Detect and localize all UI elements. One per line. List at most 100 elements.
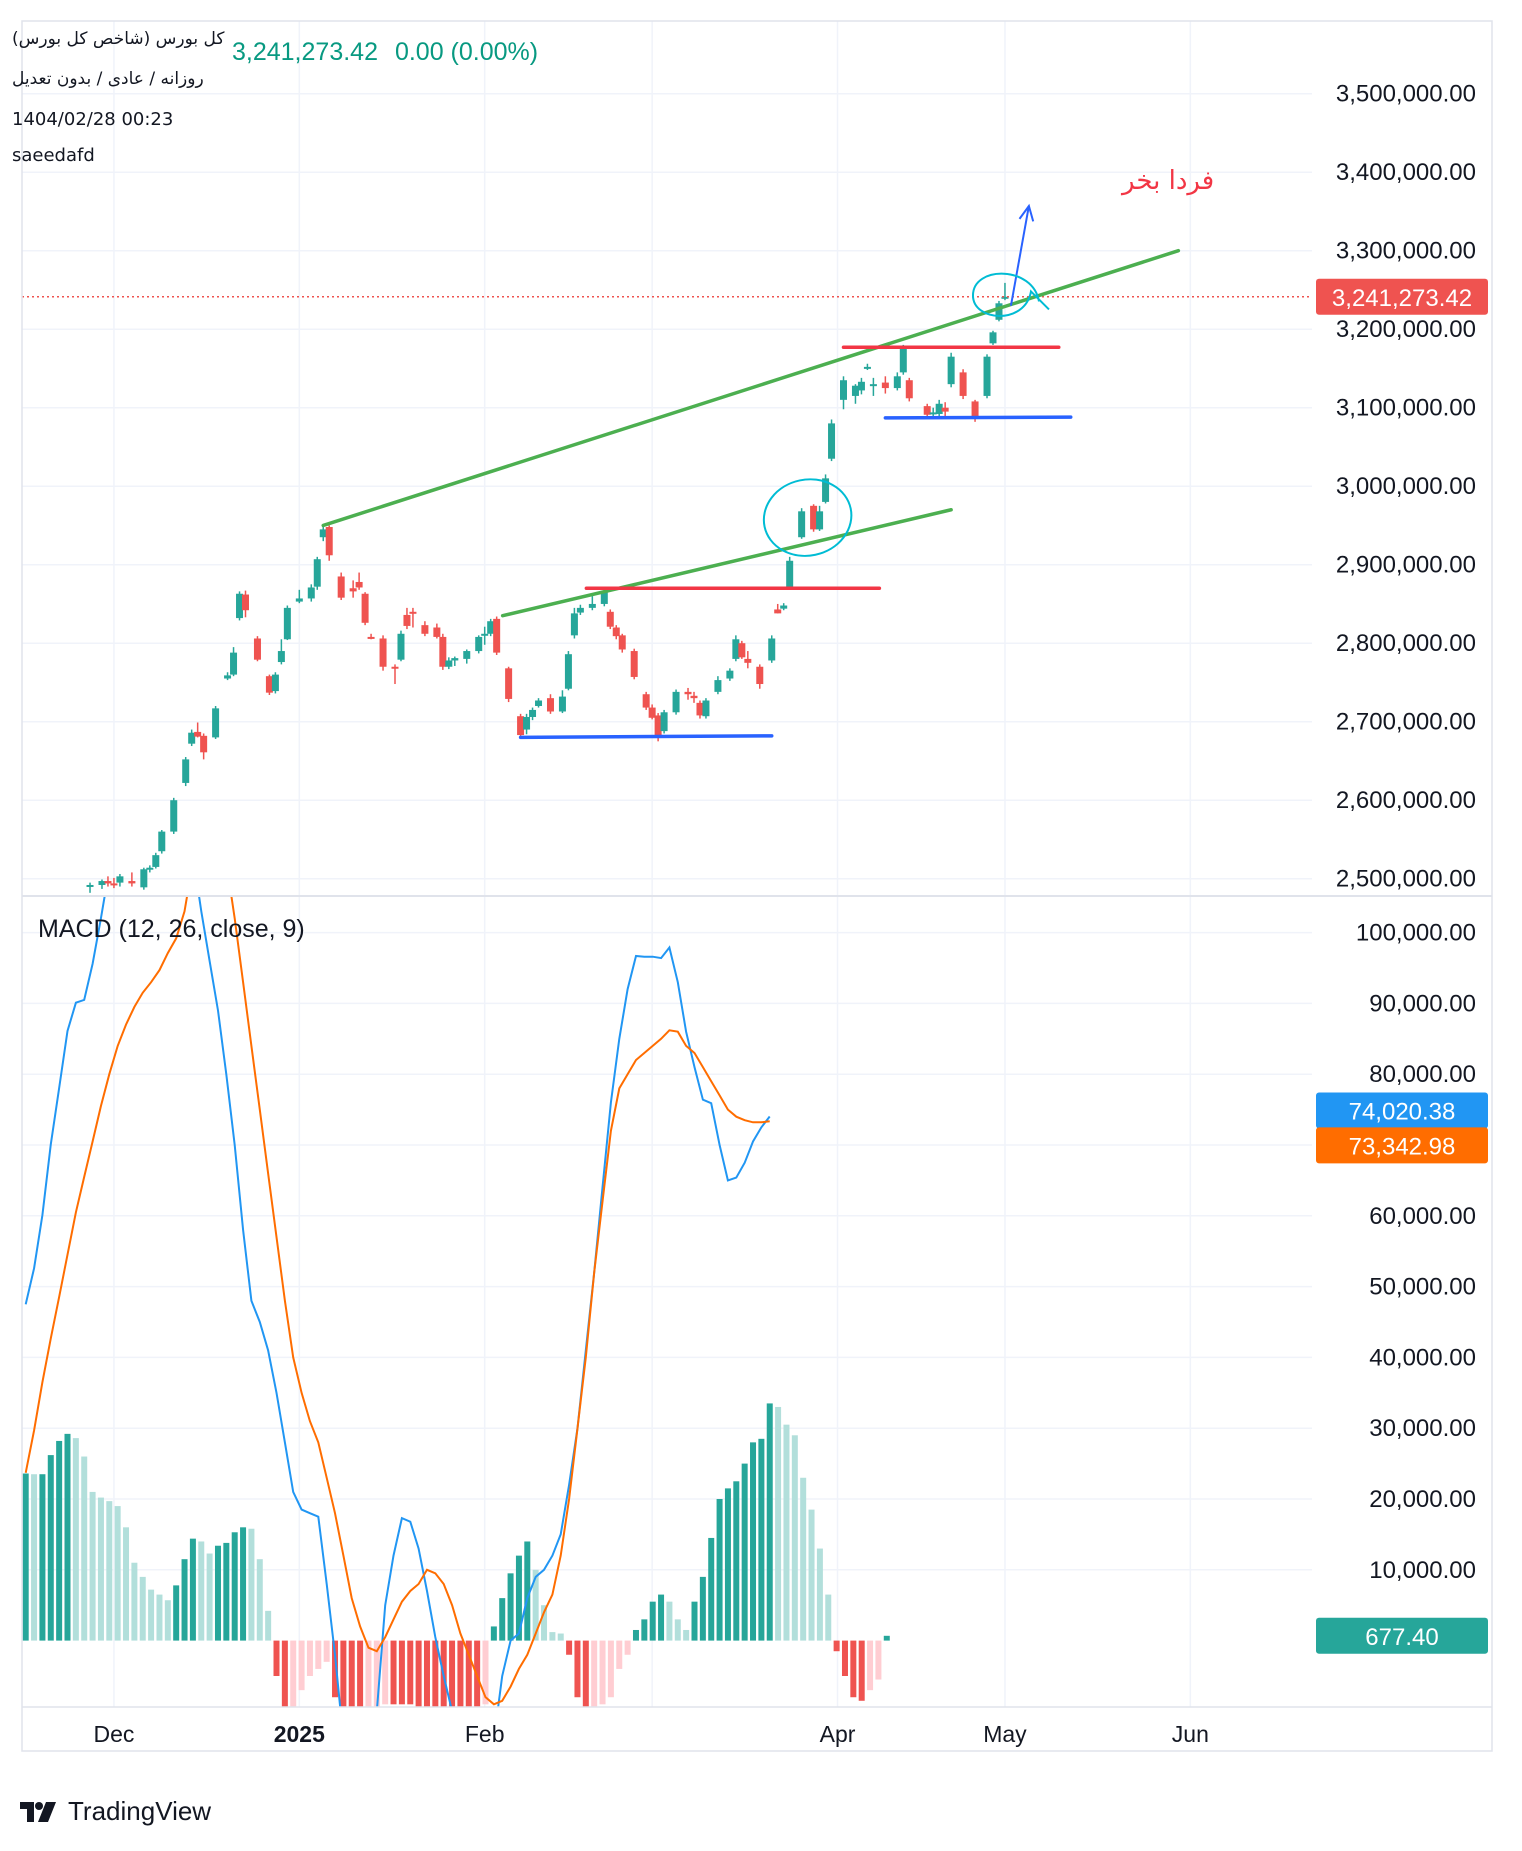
candle-body — [600, 591, 608, 604]
candle-body — [828, 423, 836, 459]
annotation-text[interactable]: فردا بخر — [1122, 166, 1215, 196]
histogram-bar — [206, 1553, 213, 1641]
candle-body — [421, 625, 429, 634]
histogram-bar — [699, 1576, 706, 1641]
candle-body — [170, 800, 178, 832]
support-line — [883, 415, 1073, 420]
histogram-bar — [708, 1537, 715, 1641]
candle-body — [690, 695, 698, 699]
candle-body — [983, 356, 991, 396]
tradingview-brand[interactable]: TradingView — [20, 1796, 211, 1827]
candle-body — [995, 303, 1003, 320]
signal-value-badge: 73,342.98 — [1316, 1127, 1488, 1164]
histogram-bar — [541, 1605, 548, 1641]
macd-tick-label: 60,000.00 — [1369, 1203, 1476, 1230]
candle-body — [253, 638, 261, 660]
time-tick-label: 2025 — [274, 1721, 325, 1747]
histogram-bar — [616, 1640, 623, 1669]
histogram-bar — [775, 1406, 782, 1641]
histogram-bar — [867, 1640, 874, 1691]
arrow-head — [1018, 203, 1035, 222]
candle-body — [648, 707, 656, 718]
histogram-bar — [81, 1456, 88, 1641]
time-axis[interactable]: Dec 2025 Feb Apr May Jun — [93, 1721, 1208, 1747]
histogram-bar — [223, 1542, 230, 1641]
candle-body — [242, 594, 249, 611]
candle-body — [140, 869, 148, 888]
candle-body — [230, 652, 238, 675]
last-price-readout: 3,241,273.42 — [232, 38, 378, 66]
histogram-bar — [357, 1640, 364, 1707]
histogram-bar — [131, 1562, 138, 1641]
candle-body — [576, 607, 584, 613]
histogram-bar — [549, 1632, 556, 1641]
histogram-bar — [816, 1548, 823, 1641]
histogram-bar — [841, 1640, 848, 1676]
candle-body — [517, 716, 525, 736]
histogram-bar — [808, 1509, 815, 1641]
trendline — [500, 508, 953, 618]
candle-body — [810, 505, 818, 530]
candle-body — [349, 588, 357, 592]
histogram-bar — [641, 1619, 648, 1641]
price-readout: 3,241,273.42 0.00 (0.00%) — [232, 38, 538, 67]
candle-body — [152, 855, 160, 867]
histogram-bar — [156, 1594, 163, 1641]
macd-lines — [24, 897, 771, 1707]
histogram-bar — [783, 1424, 790, 1641]
candle-body — [714, 680, 722, 692]
histogram-bar — [256, 1559, 263, 1641]
candle-body — [959, 372, 967, 396]
author-name: saeedafd — [12, 145, 95, 166]
candle-body — [863, 366, 871, 369]
chart-subtitle: روزانه / عادی / بدون تعدیل — [12, 69, 204, 89]
candle-body — [319, 529, 327, 538]
histogram-bar — [365, 1640, 372, 1707]
time-tick-label: Feb — [465, 1721, 505, 1747]
histogram-bar — [758, 1438, 765, 1641]
candle-body — [361, 593, 369, 623]
macd-line — [24, 897, 771, 1707]
candle-body — [935, 403, 943, 414]
candle-body — [971, 401, 979, 419]
price-tick-label: 2,700,000.00 — [1336, 709, 1476, 736]
histogram-bar — [499, 1598, 506, 1641]
candle-body — [660, 712, 668, 732]
candle-body — [546, 698, 554, 712]
candle-body — [116, 876, 124, 883]
candle-body — [702, 700, 710, 717]
chart-border — [21, 20, 1493, 1752]
candle-body — [744, 658, 752, 663]
candle-body — [188, 732, 196, 744]
histogram-value-badge: 677.40 — [1316, 1617, 1488, 1654]
candle-body — [146, 867, 154, 870]
histogram-bar — [407, 1640, 414, 1705]
price-tick-label: 3,300,000.00 — [1336, 238, 1476, 265]
candle-body — [523, 716, 531, 730]
tradingview-logo-icon — [20, 1801, 56, 1822]
histogram-bar — [624, 1640, 631, 1655]
histogram-bar — [432, 1640, 439, 1707]
candle-body — [463, 651, 471, 659]
histogram-bar — [716, 1499, 723, 1641]
badge-background — [1316, 1617, 1488, 1654]
histogram-bar — [106, 1501, 113, 1641]
histogram-bar — [741, 1463, 748, 1641]
candle-body — [475, 636, 483, 652]
histogram-bar — [591, 1640, 598, 1707]
price-tick-label: 2,800,000.00 — [1336, 630, 1476, 657]
histogram-bar — [574, 1640, 581, 1698]
histogram-bar — [139, 1576, 146, 1641]
candle-body — [439, 636, 447, 667]
candle-body — [194, 731, 202, 737]
price-axis[interactable]: 2,500,000.00 2,600,000.00 2,700,000.00 2,80… — [1336, 81, 1476, 1584]
histogram-bar — [415, 1640, 422, 1707]
candle-body — [451, 658, 459, 661]
histogram-bar — [449, 1640, 456, 1707]
candle-body — [397, 633, 405, 660]
histogram-bar — [750, 1442, 757, 1641]
candle-body — [570, 613, 578, 636]
candle-body — [923, 406, 931, 415]
candle-body — [1001, 296, 1009, 299]
